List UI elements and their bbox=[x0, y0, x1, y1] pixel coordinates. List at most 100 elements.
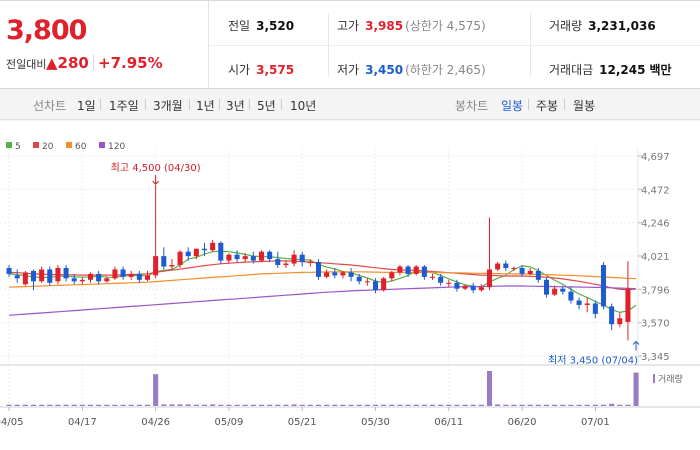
volume-bar bbox=[47, 404, 53, 406]
candle-body bbox=[39, 269, 45, 282]
open-price: 시가 3,575 bbox=[228, 61, 294, 78]
volume-bar bbox=[609, 403, 615, 406]
candle bbox=[543, 276, 550, 298]
legend-label: 20 bbox=[42, 142, 54, 152]
volume-bar bbox=[299, 404, 305, 406]
prev-close-value: 3,520 bbox=[256, 19, 295, 33]
volume-bars: 거래량 bbox=[6, 371, 683, 406]
volume-bar bbox=[79, 404, 85, 406]
candle-body bbox=[283, 263, 289, 266]
candle-body bbox=[63, 267, 69, 279]
y-axis: 4,697 4,472 4,246 4,021 3,796 3,570 3,345 bbox=[638, 152, 670, 363]
candle bbox=[454, 279, 460, 292]
tab-weekly[interactable]: 주봉 bbox=[536, 99, 559, 113]
tab-divider bbox=[145, 99, 146, 110]
candle-body bbox=[446, 282, 452, 284]
candle-body bbox=[87, 273, 94, 280]
candle bbox=[71, 273, 77, 285]
volume-bar bbox=[356, 404, 362, 406]
volume-bar bbox=[397, 404, 403, 406]
candle bbox=[315, 259, 322, 280]
volume-bar bbox=[462, 404, 468, 406]
chart-annotations: 최고 4,500 (04/30) 최저 3,450 (07/04) bbox=[111, 162, 640, 366]
volume-bar bbox=[454, 404, 460, 406]
volume-bar bbox=[104, 404, 110, 406]
ma-line-60 bbox=[9, 271, 637, 288]
volume-bar bbox=[584, 404, 590, 406]
lower-limit: (하한가 2,465) bbox=[405, 63, 486, 77]
volume-bar bbox=[144, 404, 151, 406]
candle-body bbox=[503, 263, 509, 268]
tab-3y[interactable]: 3년 bbox=[226, 99, 245, 113]
candles bbox=[6, 185, 631, 341]
candle-body bbox=[389, 272, 395, 279]
ma-line-120 bbox=[9, 285, 637, 316]
candle bbox=[600, 262, 607, 310]
candle-body bbox=[267, 251, 273, 260]
candle bbox=[79, 276, 85, 285]
candle bbox=[226, 253, 232, 264]
candle-body bbox=[144, 275, 151, 280]
volume-bar bbox=[63, 404, 69, 406]
candle bbox=[144, 270, 151, 282]
prev-close-label: 전일 bbox=[228, 19, 251, 33]
candle-body bbox=[372, 281, 379, 291]
tab-1w[interactable]: 1주일 bbox=[109, 99, 139, 113]
high-annotation: 최고 4,500 (04/30) bbox=[111, 162, 201, 174]
candle-body bbox=[527, 270, 533, 274]
candle-body bbox=[128, 273, 134, 277]
candle bbox=[39, 266, 45, 283]
candle-body bbox=[234, 254, 240, 260]
price-box: 3,800 전일대비 ▲280 +7.95% bbox=[0, 1, 209, 89]
candle bbox=[210, 239, 216, 252]
candle-body bbox=[79, 279, 85, 282]
candle-body bbox=[421, 266, 427, 277]
candle bbox=[258, 250, 265, 263]
candle bbox=[104, 276, 110, 283]
volume-bar bbox=[372, 404, 379, 406]
tab-divider bbox=[100, 99, 101, 110]
line-chart-label: 선차트 bbox=[33, 99, 67, 113]
candle bbox=[177, 250, 183, 268]
volume-bar bbox=[210, 404, 216, 406]
tab-monthly[interactable]: 월봉 bbox=[573, 99, 596, 113]
volume-bar bbox=[71, 404, 77, 406]
candle-body bbox=[22, 272, 28, 285]
candle-body bbox=[535, 270, 541, 280]
volume-bar bbox=[307, 404, 313, 406]
tab-daily[interactable]: 일봉 bbox=[501, 99, 524, 113]
y-tick-label: 3,570 bbox=[641, 319, 670, 330]
day-low: 저가 3,450 (하한가 2,465) bbox=[337, 61, 486, 78]
candle bbox=[250, 251, 256, 264]
tab-3m[interactable]: 3개월 bbox=[153, 99, 183, 113]
candle-body bbox=[315, 262, 322, 277]
day-high-label: 고가 bbox=[337, 19, 360, 33]
candle bbox=[364, 278, 370, 286]
candle-body bbox=[55, 267, 61, 282]
candle-body bbox=[250, 256, 256, 261]
candle bbox=[438, 273, 444, 286]
tab-10y[interactable]: 10년 bbox=[290, 99, 317, 113]
volume-bar bbox=[39, 404, 45, 406]
tab-1y[interactable]: 1년 bbox=[196, 99, 215, 113]
tab-1d[interactable]: 1일 bbox=[77, 99, 96, 113]
tab-5y[interactable]: 5년 bbox=[257, 99, 276, 113]
volume-bar bbox=[6, 404, 12, 406]
low-arrow bbox=[632, 340, 640, 351]
day-low-label: 저가 bbox=[337, 63, 360, 77]
volume-bar bbox=[568, 404, 574, 406]
candle-body bbox=[405, 266, 411, 274]
day-high: 고가 3,985 (상한가 4,575) bbox=[337, 17, 486, 34]
candle-body bbox=[14, 275, 20, 279]
volume-bar bbox=[169, 404, 175, 406]
moving-average-lines bbox=[9, 250, 637, 316]
volume-bar bbox=[560, 404, 566, 406]
legend-swatch bbox=[33, 142, 39, 148]
legend-label: 5 bbox=[15, 142, 21, 152]
chart-legend: 5 20 60 120 bbox=[6, 142, 125, 152]
y-tick-label: 4,021 bbox=[641, 252, 670, 263]
candle-body bbox=[568, 291, 574, 301]
candle bbox=[87, 272, 94, 283]
candle-body bbox=[6, 267, 12, 274]
candle bbox=[381, 276, 387, 292]
